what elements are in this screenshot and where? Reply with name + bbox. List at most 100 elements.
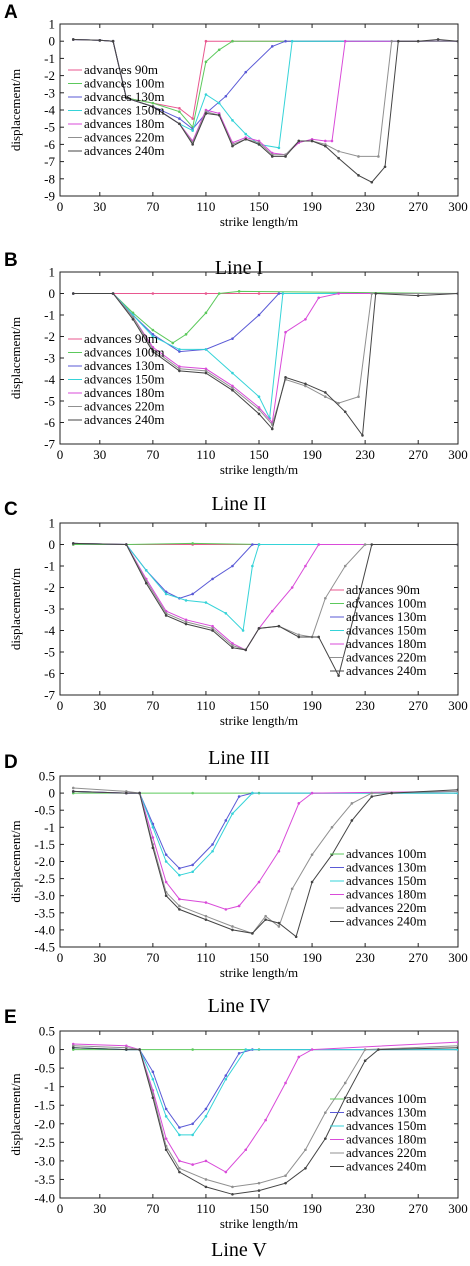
x-tick-label: 300	[448, 199, 468, 214]
x-tick-label: 70	[146, 1201, 159, 1216]
y-axis-label: displacement/m	[8, 568, 23, 650]
data-point	[231, 371, 234, 375]
data-point	[297, 635, 301, 639]
data-point	[151, 335, 155, 338]
x-tick-label: 0	[57, 1201, 64, 1216]
series-advances-240m	[71, 788, 458, 939]
x-tick-label: 190	[302, 950, 322, 965]
data-point	[251, 791, 254, 795]
data-point	[264, 1118, 267, 1122]
legend-entry: advances 240m	[346, 1159, 427, 1174]
data-point	[277, 925, 281, 928]
x-axis-label: strike length/m	[220, 713, 298, 728]
data-point	[244, 132, 248, 136]
data-point	[257, 408, 261, 411]
data-point	[361, 434, 364, 437]
data-point	[310, 853, 314, 856]
data-point	[204, 367, 208, 371]
data-point	[231, 812, 234, 815]
legend-entry: advances 90m	[84, 331, 158, 346]
x-tick-label: 230	[355, 950, 375, 965]
y-tick-label: -6	[44, 137, 55, 152]
x-tick-label: 150	[249, 698, 269, 713]
legend-entry: advances 100m	[346, 846, 427, 861]
data-point	[231, 386, 234, 390]
data-point	[191, 791, 194, 795]
x-tick-label: 190	[302, 1201, 322, 1216]
data-point	[277, 849, 281, 853]
data-point	[290, 39, 294, 43]
panel-letter: B	[4, 250, 18, 271]
x-tick-label: 0	[57, 950, 64, 965]
data-point	[151, 101, 155, 105]
data-point	[178, 350, 181, 353]
data-point	[330, 826, 334, 829]
data-point	[390, 39, 393, 43]
x-tick-label: 230	[355, 698, 375, 713]
data-point	[164, 590, 168, 594]
data-point	[317, 543, 321, 546]
data-point	[204, 1159, 208, 1163]
series-line	[73, 293, 458, 426]
x-tick-label: 30	[93, 1201, 106, 1216]
legend-entry: advances 150m	[346, 1118, 427, 1133]
data-point	[217, 292, 221, 295]
data-point	[178, 1133, 181, 1137]
data-point	[357, 596, 360, 600]
data-point	[277, 146, 281, 150]
data-point	[270, 609, 274, 613]
y-tick-label: -2.5	[34, 871, 55, 886]
data-point	[204, 914, 208, 918]
data-point	[343, 410, 347, 414]
y-tick-label: -3	[44, 602, 55, 617]
x-tick-label: 70	[146, 950, 159, 965]
y-tick-label: -2	[44, 580, 55, 595]
y-tick-label: -1	[44, 1079, 55, 1094]
data-point	[178, 904, 181, 908]
data-point	[390, 791, 393, 795]
data-point	[337, 149, 340, 153]
data-point	[363, 1059, 367, 1062]
series-line	[73, 1047, 458, 1195]
data-point	[204, 1115, 208, 1118]
data-point	[231, 1185, 234, 1189]
x-tick-label: 70	[146, 698, 159, 713]
data-point	[224, 94, 228, 98]
data-point	[284, 376, 287, 379]
data-point	[224, 908, 228, 911]
y-tick-label: -0.5	[34, 1061, 55, 1076]
y-tick-label: -4	[44, 623, 55, 638]
y-tick-label: -1	[44, 820, 55, 835]
y-tick-label: -5	[44, 645, 55, 660]
data-point	[416, 39, 420, 43]
y-tick-label: -2.0	[34, 854, 55, 869]
x-tick-label: 270	[408, 950, 428, 965]
data-point	[204, 1185, 208, 1189]
data-point	[304, 564, 307, 568]
data-point	[191, 542, 194, 545]
y-tick-label: -3	[44, 85, 55, 100]
data-point	[144, 569, 148, 572]
x-tick-label: 70	[146, 199, 159, 214]
data-point	[191, 863, 194, 867]
y-tick-label: -2.5	[34, 1135, 55, 1150]
y-tick-label: -1	[44, 559, 55, 574]
data-point	[257, 406, 261, 409]
data-point	[357, 395, 360, 399]
data-point	[350, 819, 354, 822]
legend-entry: advances 240m	[84, 143, 165, 158]
data-point	[178, 348, 181, 351]
x-axis-label: strike length/m	[220, 965, 298, 980]
y-tick-label: 0	[49, 34, 56, 49]
x-tick-label: 270	[408, 1201, 428, 1216]
data-point	[357, 174, 360, 177]
data-point	[71, 1042, 75, 1046]
y-tick-label: -3.5	[34, 905, 55, 920]
data-point	[343, 1096, 347, 1100]
legend-entry: advances 130m	[346, 609, 427, 624]
data-point	[224, 612, 228, 615]
data-point	[204, 93, 208, 96]
data-point	[317, 296, 321, 300]
legend-entry: advances 130m	[84, 358, 165, 373]
y-tick-label: -2	[44, 329, 55, 344]
